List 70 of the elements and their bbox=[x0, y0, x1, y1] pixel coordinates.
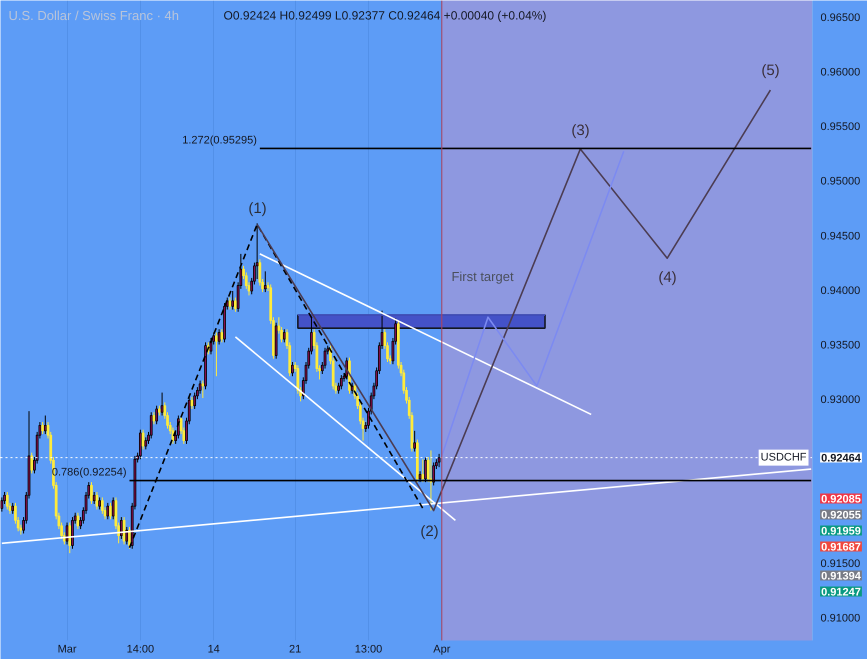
x-tick-label: 14 bbox=[208, 644, 220, 656]
candlestick bbox=[76, 512, 80, 530]
candlestick bbox=[218, 328, 220, 346]
annotation: (3) bbox=[571, 122, 590, 139]
candlestick bbox=[41, 422, 44, 435]
text: U.S. Dollar / Swiss Franc · 4h bbox=[8, 8, 179, 23]
annotation: (4) bbox=[658, 269, 677, 286]
candlestick bbox=[231, 290, 234, 310]
text: O0.92424 H0.92499 L0.92377 C0.92464 +0.00040 (+0.04%) bbox=[224, 8, 546, 22]
x-tick-label: 14:00 bbox=[126, 644, 154, 656]
candlestick bbox=[158, 405, 161, 416]
candlestick bbox=[128, 526, 131, 550]
candlestick bbox=[421, 458, 424, 483]
candlestick bbox=[155, 405, 158, 425]
annotation: (2) bbox=[420, 523, 439, 540]
candlestick bbox=[215, 332, 218, 377]
y-tick-label: 0.96000 bbox=[820, 66, 860, 78]
candlestick bbox=[96, 491, 98, 510]
y-tick-label: 0.95500 bbox=[820, 121, 860, 134]
y-tick-label: 0.95000 bbox=[820, 176, 860, 188]
x-tick-label: Apr bbox=[433, 644, 451, 656]
y-tick-label: 0.94500 bbox=[820, 230, 860, 242]
text: 0.92085 bbox=[821, 494, 861, 506]
candlestick bbox=[152, 412, 156, 425]
y-tick-label: 0.93000 bbox=[820, 394, 860, 406]
candlestick bbox=[291, 362, 294, 377]
x-tick-label: Mar bbox=[58, 644, 77, 656]
line-series bbox=[441, 150, 625, 457]
text: 0.91247 bbox=[821, 586, 861, 598]
candlestick bbox=[138, 429, 142, 460]
annotation: First target bbox=[451, 269, 514, 284]
candlestick bbox=[438, 453, 440, 468]
candlestick bbox=[112, 496, 115, 520]
text: 0.91959 bbox=[821, 526, 861, 538]
candlestick bbox=[106, 502, 110, 520]
ref-line-label: USDCHF bbox=[760, 452, 807, 464]
y-tick-label: 0.96500 bbox=[820, 12, 860, 24]
candlestick bbox=[142, 429, 144, 450]
candlestick bbox=[234, 297, 237, 312]
annotation: (1) bbox=[248, 200, 267, 217]
candlestick bbox=[282, 328, 286, 343]
candlestick bbox=[6, 491, 9, 510]
candlestick bbox=[44, 415, 47, 435]
text: 0.91394 bbox=[821, 570, 862, 582]
candlestick bbox=[201, 380, 204, 399]
candlestick bbox=[160, 392, 164, 416]
text: 0.92055 bbox=[821, 510, 861, 522]
candlestick bbox=[228, 297, 232, 310]
series-label: 1.272(0.95295) bbox=[182, 134, 257, 146]
candlestick bbox=[340, 374, 343, 390]
y-tick-label: 0.94000 bbox=[820, 284, 860, 297]
candlestick bbox=[413, 430, 416, 452]
candlestick bbox=[122, 516, 126, 545]
x-tick-label: 13:00 bbox=[354, 644, 382, 656]
annotation: (5) bbox=[761, 62, 780, 79]
candlestick bbox=[66, 522, 68, 545]
candlestick bbox=[90, 482, 93, 504]
candlestick bbox=[11, 502, 14, 514]
candlestick bbox=[92, 491, 96, 504]
x-tick-label: 21 bbox=[289, 644, 302, 656]
candlestick bbox=[220, 328, 224, 343]
candlestick bbox=[109, 502, 112, 520]
y-tick-label: 0.91000 bbox=[820, 612, 860, 625]
text: 0.92464 bbox=[821, 452, 862, 464]
candlestick bbox=[264, 270, 267, 293]
text: 0.91687 bbox=[821, 542, 861, 554]
candlestick bbox=[190, 396, 194, 410]
candlestick bbox=[98, 496, 101, 510]
y-tick-label: 0.91500 bbox=[820, 558, 860, 570]
y-tick-label: 0.93500 bbox=[820, 340, 860, 352]
